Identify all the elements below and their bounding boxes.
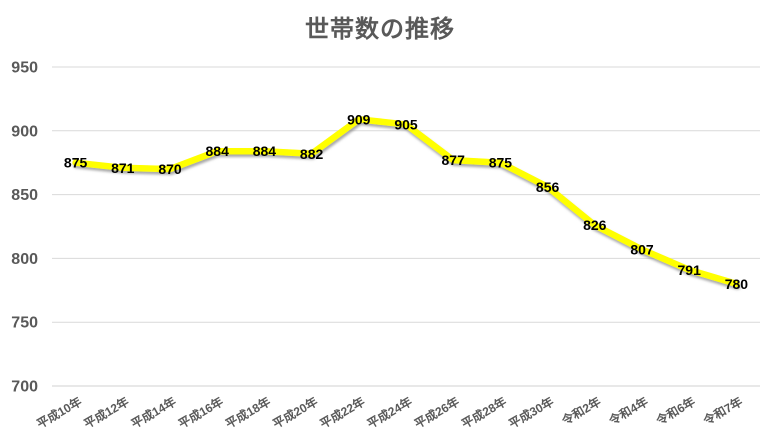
y-axis-tick-label: 850 [11,187,38,204]
x-axis-tick-label: 平成10年 [34,394,84,432]
x-axis-tick-label: 平成18年 [223,394,273,432]
y-axis-tick-label: 950 [11,60,38,77]
data-label: 826 [583,217,607,233]
data-label: 875 [489,155,513,171]
data-label: 780 [725,276,749,292]
data-label: 882 [300,146,324,162]
y-axis-tick-label: 750 [11,315,38,332]
x-axis-tick-label: 平成22年 [317,394,367,432]
y-axis-tick-label: 700 [11,379,38,396]
x-axis-tick-label: 平成30年 [506,394,556,432]
x-axis-tick-label: 平成20年 [270,394,320,432]
data-label: 884 [253,143,277,159]
chart-title: 世帯数の推移 [305,16,455,43]
x-axis-tick-label: 平成24年 [364,394,414,432]
x-axis-tick-label: 令和7年 [700,394,745,429]
x-axis-tick-label: 平成16年 [175,394,225,432]
data-label: 856 [536,179,560,195]
data-label: 884 [206,143,230,159]
x-axis-tick-label: 平成26年 [411,394,461,432]
x-axis-tick-label: 平成12年 [81,394,131,432]
data-label: 807 [630,241,654,257]
data-label: 905 [394,116,418,132]
data-label: 877 [442,152,466,168]
data-series-line [72,116,740,288]
x-axis-tick-label: 平成14年 [128,394,178,432]
data-label: 871 [111,160,135,176]
data-label: 875 [64,155,88,171]
data-label: 870 [158,161,182,177]
data-label: 909 [347,111,371,127]
x-axis-tick-label: 令和4年 [605,394,650,429]
x-axis-tick-label: 令和2年 [558,394,603,429]
x-axis-tick-label: 平成28年 [459,394,509,432]
y-axis-tick-label: 800 [11,251,38,268]
data-label: 791 [678,262,702,278]
y-axis-tick-label: 900 [11,123,38,140]
x-axis-tick-label: 令和6年 [652,394,697,429]
